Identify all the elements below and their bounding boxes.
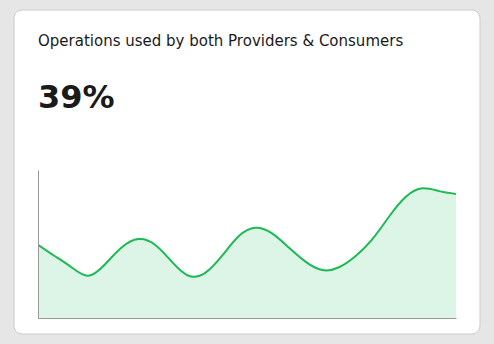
x-axis — [39, 318, 457, 319]
axis-line — [39, 318, 457, 319]
line — [38, 188, 456, 277]
chart-root: Operations used by both Providers & Cons… — [0, 0, 494, 344]
area — [38, 188, 456, 318]
axis-line — [38, 171, 39, 319]
metric: 39% — [38, 78, 115, 116]
title: Operations used by both Providers & Cons… — [38, 32, 403, 50]
plot-area — [38, 188, 456, 318]
card — [14, 10, 480, 334]
y-axis — [38, 171, 39, 319]
